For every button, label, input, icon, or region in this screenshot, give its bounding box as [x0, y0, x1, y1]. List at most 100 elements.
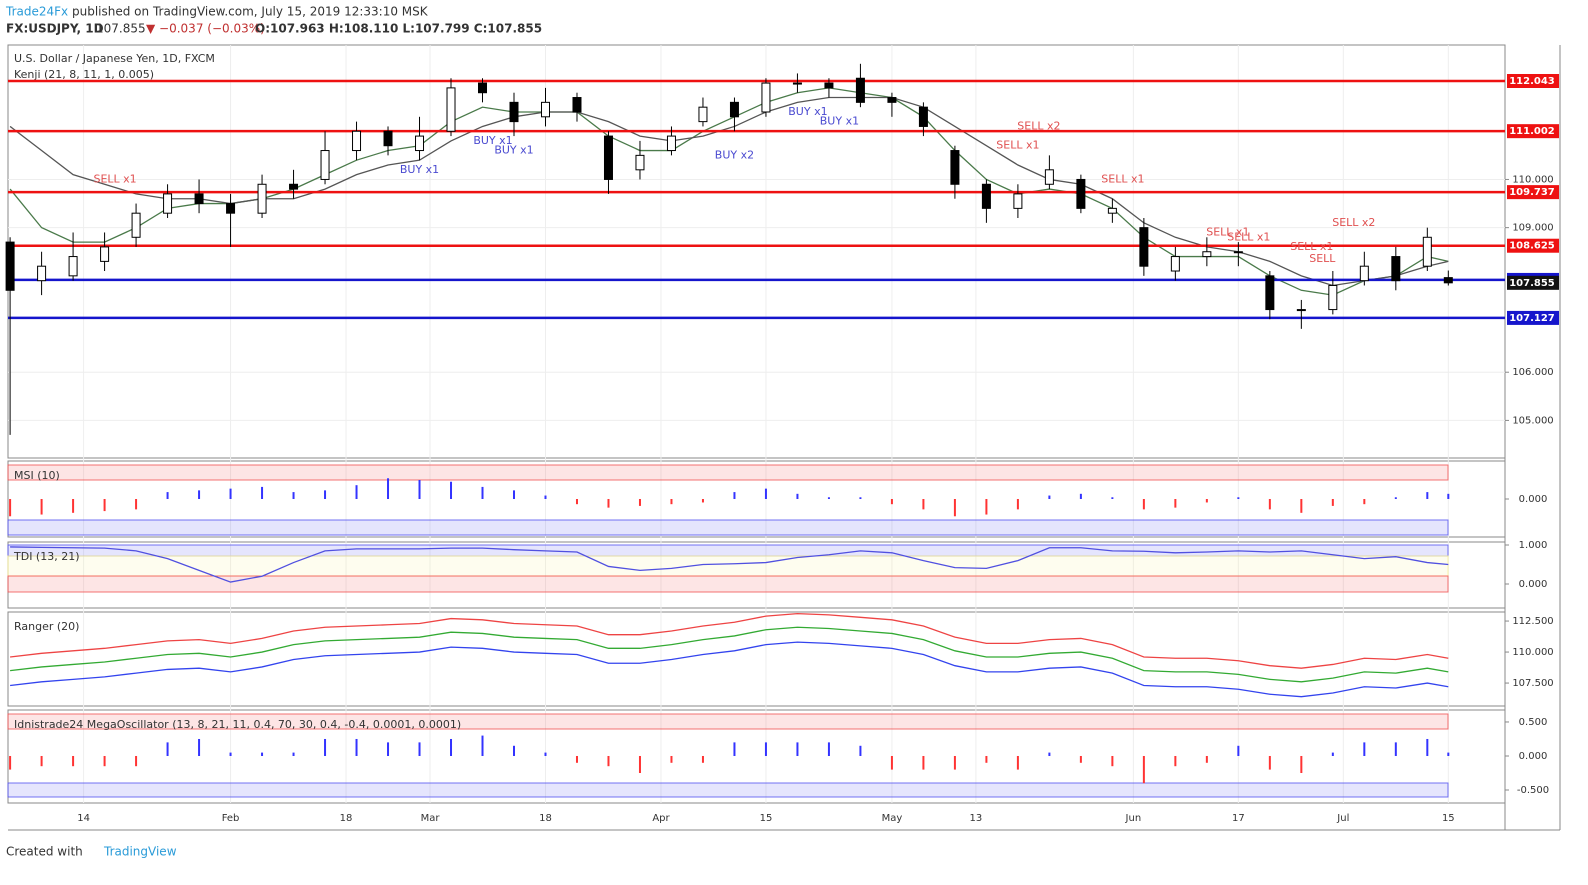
histogram-bar	[1394, 742, 1397, 756]
histogram-bar	[670, 755, 673, 763]
histogram-bar	[638, 755, 641, 773]
histogram-bar	[72, 755, 75, 767]
histogram-bar	[1205, 755, 1208, 763]
histogram-bar	[418, 742, 421, 756]
y-tick-label: 1.000	[1519, 540, 1548, 551]
histogram-bar	[1016, 755, 1019, 770]
histogram-bar	[1048, 495, 1051, 499]
candle-body	[698, 106, 708, 123]
histogram-bar	[292, 492, 295, 499]
x-tick-label: Apr	[652, 813, 670, 824]
histogram-bar	[544, 495, 547, 499]
candle-body	[729, 101, 739, 118]
candle-body	[666, 135, 676, 152]
level-label: 107.855	[1509, 278, 1555, 289]
candle-body	[478, 82, 488, 94]
footer-brand[interactable]: TradingView	[103, 845, 177, 859]
histogram-bar	[1268, 499, 1271, 510]
x-tick-label: Jul	[1336, 813, 1349, 824]
candle-body	[352, 130, 362, 152]
candle-body	[572, 97, 582, 113]
zone-band	[7, 713, 1449, 730]
y-tick-label: 107.500	[1512, 678, 1553, 689]
candle-body	[1296, 309, 1306, 312]
x-tick-label: Jun	[1125, 813, 1142, 824]
histogram-bar	[1331, 752, 1334, 756]
histogram-bar	[575, 755, 578, 763]
candle-body	[383, 130, 393, 147]
signal-label: SELL x2	[1332, 216, 1375, 229]
pane-subtitle: Kenji (21, 8, 11, 1, 0.005)	[14, 68, 154, 81]
zone-band	[7, 464, 1449, 481]
signal-label: SELL x1	[1101, 172, 1144, 185]
signal-label: SELL x1	[996, 139, 1039, 152]
histogram-bar	[607, 499, 610, 508]
x-tick-label: 17	[1232, 813, 1245, 824]
y-tick-label: 0.000	[1519, 579, 1548, 590]
histogram-bar	[1237, 745, 1240, 756]
change: ▼ −0.037 (−0.03%)	[146, 22, 265, 36]
candle-body	[1391, 256, 1401, 282]
histogram-bar	[450, 481, 453, 499]
signal-label: SELL x1	[1227, 230, 1270, 243]
zone-band	[7, 782, 1449, 798]
histogram-bar	[512, 745, 515, 756]
candle-body	[37, 265, 47, 282]
zone-band	[7, 555, 1449, 577]
y-tick-label: 110.000	[1512, 174, 1553, 185]
candle-body	[289, 183, 299, 190]
histogram-bar	[764, 488, 767, 499]
x-tick-label: 18	[539, 813, 552, 824]
level-label: 109.737	[1509, 187, 1555, 198]
histogram-bar	[9, 755, 12, 770]
histogram-bar	[9, 499, 12, 517]
candle-body	[1013, 193, 1023, 209]
histogram-bar	[40, 755, 43, 767]
level-label-box	[1507, 238, 1559, 253]
candle-body	[1443, 277, 1453, 284]
histogram-bar	[1426, 738, 1429, 756]
x-tick-label: May	[882, 813, 903, 824]
histogram-bar	[638, 499, 641, 506]
histogram-bar	[1426, 492, 1429, 499]
candle-body	[5, 241, 15, 291]
histogram-bar	[1331, 499, 1334, 506]
histogram-bar	[229, 488, 232, 499]
signal-label: SELL x2	[1017, 119, 1060, 132]
zone-band	[7, 519, 1449, 536]
histogram-bar	[607, 755, 610, 767]
histogram-bar	[1111, 755, 1114, 767]
histogram-bar	[670, 499, 673, 505]
candle-body	[131, 212, 141, 238]
histogram-bar	[261, 486, 264, 499]
indicator-line	[10, 612, 1449, 669]
level-label: 112.043	[1509, 76, 1555, 87]
x-tick-label: 18	[340, 813, 353, 824]
histogram-bar	[796, 493, 799, 499]
candle-body	[1233, 251, 1243, 254]
candle-body	[100, 246, 110, 262]
candle-body	[1328, 284, 1338, 311]
histogram-bar	[1205, 499, 1208, 503]
histogram-bar	[512, 490, 515, 499]
histogram-bar	[418, 480, 421, 499]
histogram-bar	[229, 752, 232, 756]
histogram-bar	[922, 499, 925, 510]
histogram-bar	[355, 485, 358, 499]
histogram-bar	[1142, 499, 1145, 510]
publisher[interactable]: Trade24Fx	[5, 5, 68, 19]
signal-label: BUY x1	[400, 163, 439, 176]
histogram-bar	[1048, 752, 1051, 756]
histogram-bar	[1447, 493, 1450, 499]
histogram-bar	[733, 742, 736, 756]
histogram-bar	[1394, 497, 1397, 499]
level-label: 111.002	[1509, 126, 1555, 137]
histogram-bar	[701, 499, 704, 503]
candle-body	[603, 135, 613, 180]
candle-body	[918, 106, 928, 127]
candle-body	[950, 150, 960, 185]
histogram-bar	[198, 490, 201, 499]
candle-body	[163, 193, 173, 214]
